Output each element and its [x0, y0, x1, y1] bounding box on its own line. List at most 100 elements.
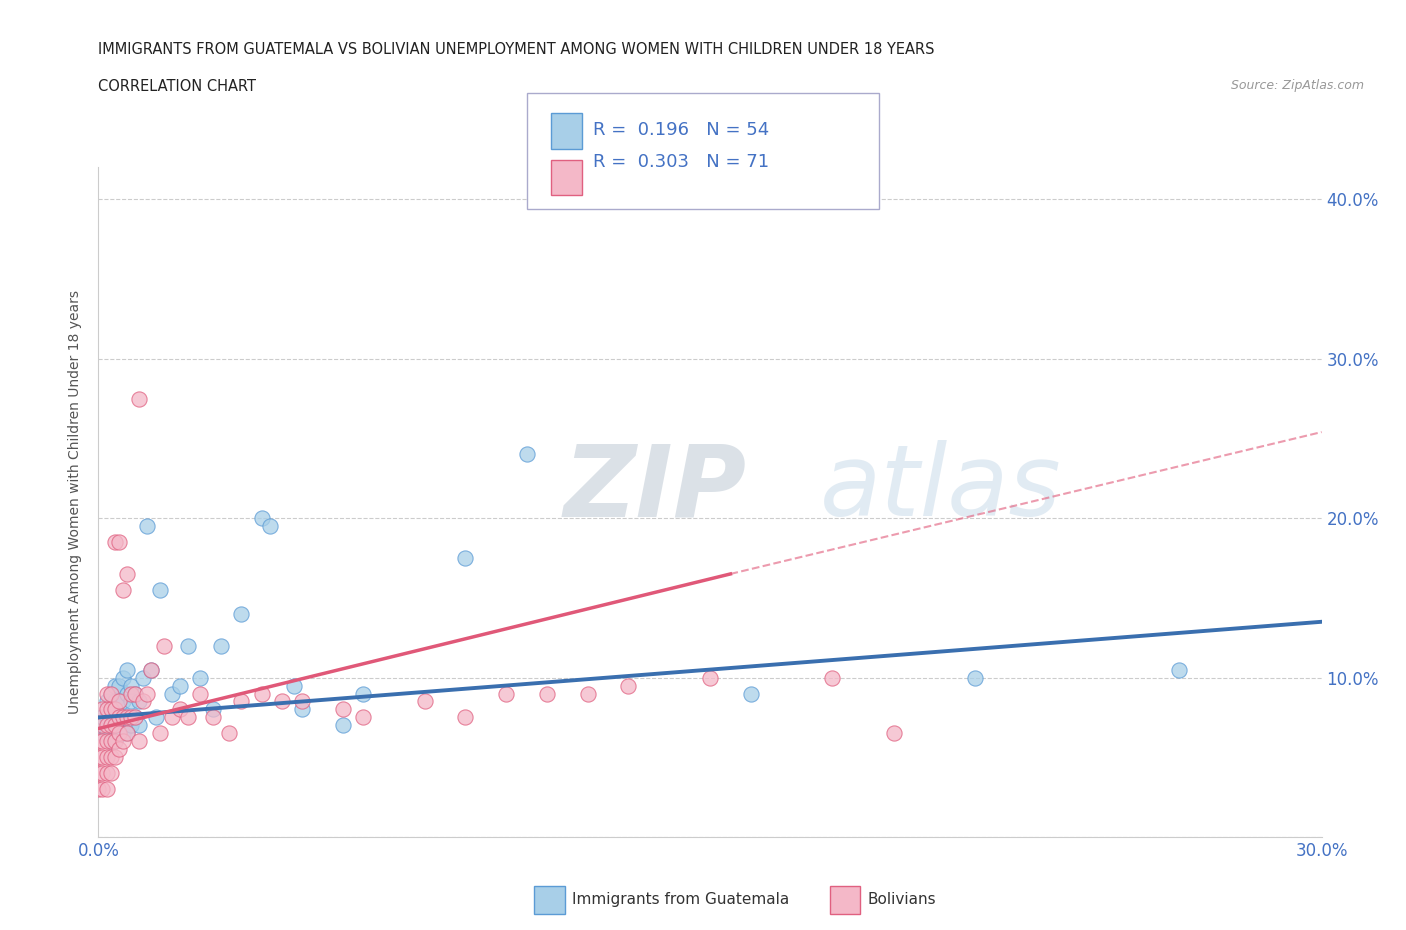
Point — [145, 710, 167, 724]
Point — [91, 702, 114, 717]
Point — [108, 710, 131, 724]
Point — [104, 718, 127, 733]
Point — [108, 726, 131, 741]
Point — [104, 734, 127, 749]
Point — [96, 694, 118, 709]
Text: atlas: atlas — [820, 440, 1062, 538]
Point — [136, 519, 159, 534]
Point — [96, 782, 118, 797]
Point — [1167, 662, 1189, 677]
Point — [100, 710, 122, 724]
Text: ZIP: ZIP — [564, 440, 747, 538]
Point — [201, 702, 224, 717]
Point — [141, 662, 163, 677]
Point — [100, 734, 122, 749]
Point — [91, 750, 114, 764]
Point — [115, 710, 138, 724]
Point — [104, 734, 127, 749]
Point — [128, 718, 150, 733]
Point — [352, 686, 374, 701]
Point — [96, 702, 118, 717]
Point — [104, 702, 127, 717]
Point — [128, 392, 150, 406]
Point — [291, 694, 314, 709]
Point — [91, 734, 114, 749]
Point — [115, 726, 138, 741]
Point — [149, 582, 172, 597]
Point — [177, 638, 200, 653]
Text: Source: ZipAtlas.com: Source: ZipAtlas.com — [1230, 79, 1364, 92]
Point — [87, 750, 110, 764]
Point — [115, 710, 138, 724]
Point — [332, 702, 354, 717]
Point — [104, 694, 127, 709]
Point — [91, 710, 114, 724]
Point — [209, 638, 232, 653]
Point — [250, 511, 273, 525]
Point — [108, 742, 131, 757]
Point — [87, 734, 110, 749]
Point — [160, 710, 183, 724]
Point — [120, 710, 142, 724]
Point — [152, 638, 174, 653]
Point — [283, 678, 305, 693]
Point — [965, 671, 987, 685]
Point — [259, 519, 281, 534]
Y-axis label: Unemployment Among Women with Children Under 18 years: Unemployment Among Women with Children U… — [69, 290, 83, 714]
Point — [821, 671, 844, 685]
Point — [536, 686, 558, 701]
Point — [100, 686, 122, 701]
Point — [270, 694, 294, 709]
Point — [250, 686, 273, 701]
Point — [132, 671, 155, 685]
Point — [231, 694, 253, 709]
Point — [291, 702, 314, 717]
Point — [100, 734, 122, 749]
Text: R =  0.196   N = 54: R = 0.196 N = 54 — [593, 121, 769, 139]
Point — [188, 686, 212, 701]
Text: R =  0.303   N = 71: R = 0.303 N = 71 — [593, 153, 769, 171]
Text: Bolivians: Bolivians — [868, 892, 936, 907]
Point — [100, 765, 122, 780]
Point — [96, 765, 118, 780]
Point — [115, 686, 138, 701]
Point — [111, 726, 134, 741]
Point — [87, 765, 110, 780]
Point — [120, 678, 142, 693]
Point — [352, 710, 374, 724]
Point — [111, 582, 134, 597]
Point — [96, 750, 118, 764]
Point — [96, 686, 118, 701]
Point — [495, 686, 517, 701]
Point — [740, 686, 762, 701]
Text: CORRELATION CHART: CORRELATION CHART — [98, 79, 256, 94]
Point — [120, 718, 142, 733]
Point — [413, 694, 436, 709]
Point — [115, 566, 138, 581]
Point — [124, 686, 146, 701]
Point — [160, 686, 183, 701]
Point — [177, 710, 200, 724]
Point — [141, 662, 163, 677]
Text: IMMIGRANTS FROM GUATEMALA VS BOLIVIAN UNEMPLOYMENT AMONG WOMEN WITH CHILDREN UND: IMMIGRANTS FROM GUATEMALA VS BOLIVIAN UN… — [98, 42, 935, 57]
Point — [231, 606, 253, 621]
Point — [576, 686, 599, 701]
Point — [454, 551, 477, 565]
Point — [108, 710, 131, 724]
Point — [120, 694, 142, 709]
Point — [108, 694, 131, 709]
Point — [128, 734, 150, 749]
Text: Immigrants from Guatemala: Immigrants from Guatemala — [572, 892, 790, 907]
Point — [169, 702, 191, 717]
Point — [201, 710, 224, 724]
Point — [108, 726, 131, 741]
Point — [136, 686, 159, 701]
Point — [96, 710, 118, 724]
Point — [108, 535, 131, 550]
Point — [188, 671, 212, 685]
Point — [96, 726, 118, 741]
Point — [108, 694, 131, 709]
Point — [111, 734, 134, 749]
Point — [124, 686, 146, 701]
Point — [104, 710, 127, 724]
